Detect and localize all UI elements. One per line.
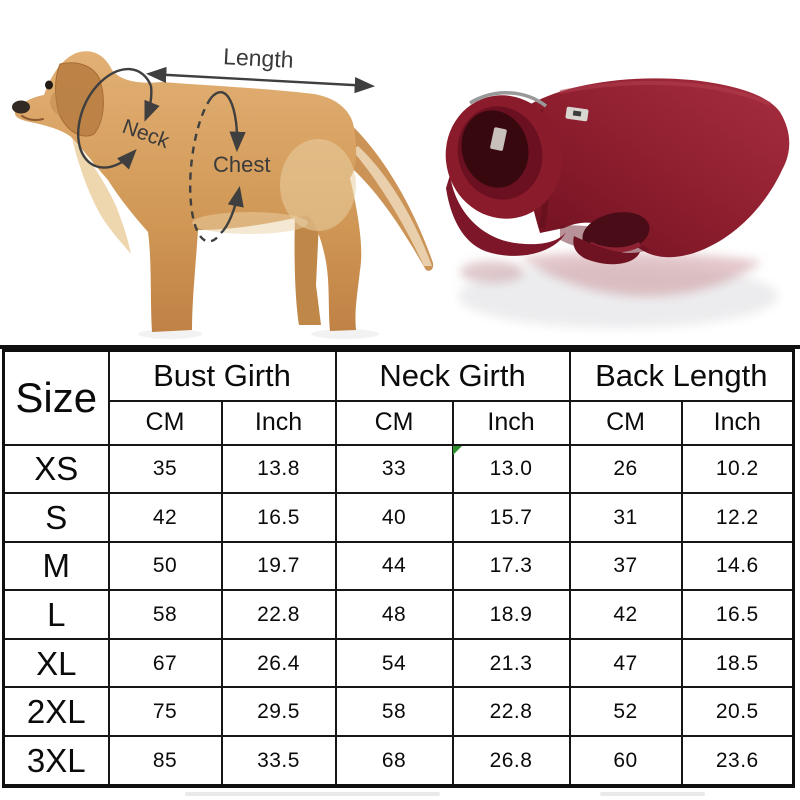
value-cell: 44 — [334, 540, 454, 592]
value-cell: 13.8 — [220, 443, 337, 495]
jacket-collar — [445, 91, 566, 256]
scan-smudge — [600, 792, 705, 796]
dog-illustration — [12, 51, 434, 339]
table-row: 2XL 75 29.5 58 22.8 52 20.5 — [2, 686, 795, 737]
unit-header: CM — [568, 399, 683, 446]
chest-label: Chest — [213, 152, 270, 177]
value-cell: 58 — [107, 589, 223, 640]
unit-header: Inch — [451, 399, 571, 446]
size-chart-table: Size Bust Girth Neck Girth Back Length C… — [2, 349, 796, 788]
size-cell: 2XL — [2, 686, 110, 737]
back-length-header: Back Length — [568, 349, 795, 402]
value-cell: 60 — [568, 734, 683, 788]
length-label: Length — [223, 43, 295, 73]
sizing-illustration: Length Neck Chest — [12, 43, 790, 339]
value-cell: 68 — [334, 734, 454, 788]
value-cell: 26.4 — [220, 637, 337, 689]
length-arrow — [145, 66, 376, 94]
value-cell: 10.2 — [680, 443, 795, 495]
size-cell: 3XL — [2, 734, 110, 788]
jacket-leg-hole — [582, 212, 650, 254]
value-cell: 23.6 — [680, 734, 795, 788]
value-cell: 31 — [568, 492, 683, 543]
value-cell: 18.5 — [680, 637, 795, 689]
value-cell: 13.0 — [451, 443, 571, 495]
value-cell: 20.5 — [680, 686, 795, 737]
value-cell: 16.5 — [680, 589, 795, 640]
value-cell: 12.2 — [680, 492, 795, 543]
value-cell: 52 — [568, 686, 683, 737]
unit-header: Inch — [220, 399, 337, 446]
value-cell: 33 — [334, 443, 454, 495]
unit-header: CM — [334, 399, 454, 446]
value-cell: 16.5 — [220, 492, 337, 543]
size-cell: XL — [2, 637, 110, 689]
value-cell: 18.9 — [451, 589, 571, 640]
unit-header: Inch — [680, 399, 795, 446]
value-cell: 14.6 — [680, 540, 795, 592]
value-cell: 17.3 — [451, 540, 571, 592]
value-cell: 50 — [107, 540, 223, 592]
size-cell: L — [2, 589, 110, 640]
value-cell: 15.7 — [451, 492, 571, 543]
scan-smudge — [185, 792, 440, 796]
value-cell: 85 — [107, 734, 223, 788]
table-row: XS 35 13.8 33 13.0 26 10.2 — [2, 443, 795, 495]
value-cell: 29.5 — [220, 686, 337, 737]
value-cell: 42 — [568, 589, 683, 640]
table-row: M 50 19.7 44 17.3 37 14.6 — [2, 540, 795, 592]
value-cell: 47 — [568, 637, 683, 689]
value-cell: 54 — [334, 637, 454, 689]
value-cell: 21.3 — [451, 637, 571, 689]
value-cell: 42 — [107, 492, 223, 543]
jacket-product-photo — [445, 78, 790, 328]
table-body: XS 35 13.8 33 13.0 26 10.2 S 42 16.5 40 15.7 31 12.2 M… — [2, 443, 795, 788]
measurement-annotations — [76, 66, 376, 243]
unit-header: CM — [107, 399, 223, 446]
table-row: L 58 22.8 48 18.9 42 16.5 — [2, 589, 795, 640]
neck-girth-ellipse — [76, 67, 153, 170]
value-cell: 33.5 — [220, 734, 337, 788]
table-top-rule — [0, 345, 800, 349]
value-cell: 37 — [568, 540, 683, 592]
value-cell: 67 — [107, 637, 223, 689]
value-cell: 19.7 — [220, 540, 337, 592]
value-cell: 40 — [334, 492, 454, 543]
table-row: 3XL 85 33.5 68 26.8 60 23.6 — [2, 734, 795, 788]
size-cell: M — [2, 540, 110, 592]
neck-girth-header: Neck Girth — [334, 349, 571, 402]
value-cell: 35 — [107, 443, 223, 495]
value-cell: 75 — [107, 686, 223, 737]
value-cell: 48 — [334, 589, 454, 640]
size-cell: S — [2, 492, 110, 543]
chest-girth-ellipse — [189, 97, 222, 243]
table-row: XL 67 26.4 54 21.3 47 18.5 — [2, 637, 795, 689]
table-row: S 42 16.5 40 15.7 31 12.2 — [2, 492, 795, 543]
cell-corner-marker — [453, 446, 462, 455]
size-cell: XS — [2, 443, 110, 495]
value-cell: 58 — [334, 686, 454, 737]
value-cell: 22.8 — [220, 589, 337, 640]
value-cell: 26 — [568, 443, 683, 495]
value-cell: 22.8 — [451, 686, 571, 737]
collar-inner-tag — [490, 127, 507, 151]
value-cell: 26.8 — [451, 734, 571, 788]
bust-girth-header: Bust Girth — [107, 349, 337, 402]
size-column-header: Size — [2, 349, 110, 446]
